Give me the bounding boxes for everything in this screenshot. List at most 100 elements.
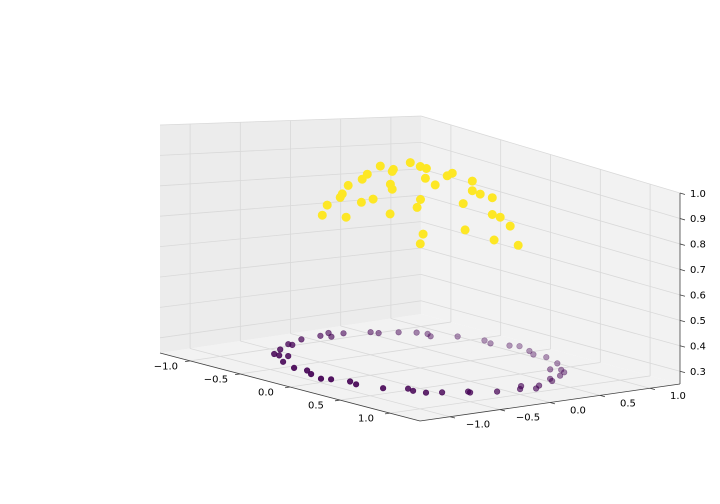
- outer-class-point: [516, 386, 524, 393]
- inner-class-point: [368, 194, 378, 204]
- inner-class-point: [489, 235, 499, 245]
- inner-class-point: [487, 193, 497, 203]
- x-tick-label: −0.5: [204, 374, 228, 385]
- gridline-z-back: [420, 168, 681, 245]
- outer-class-point: [289, 341, 296, 349]
- z-tick-label: 0.5: [690, 316, 706, 327]
- outer-class-point: [506, 342, 513, 349]
- outer-class-point: [375, 330, 382, 337]
- gridline-z-left: [159, 168, 422, 187]
- outer-class-point: [285, 353, 292, 360]
- data-points: [271, 158, 568, 396]
- outer-class-point: [317, 375, 325, 382]
- outer-class-point: [526, 347, 533, 355]
- gridlines: [159, 115, 681, 418]
- tick-labels: −1.0 −0.5 0.0 0.5 1.0 −1.0 −0.5 0.0 0.5 1.0 0.3 0.4…: [154, 189, 706, 431]
- outer-class-point: [516, 343, 523, 350]
- inner-class-point: [442, 171, 452, 181]
- inner-class-point: [487, 210, 497, 220]
- inner-class-point: [317, 210, 327, 220]
- inner-class-point: [412, 202, 422, 212]
- inner-class-point: [375, 161, 385, 171]
- gridline-z-back: [420, 247, 681, 321]
- inner-class-point: [415, 239, 425, 249]
- outer-class-point: [554, 360, 561, 367]
- z-tick-mark: [679, 269, 686, 272]
- gridline-z-left: [159, 142, 422, 156]
- inner-class-point: [387, 184, 397, 194]
- outer-class-point: [353, 381, 360, 388]
- z-tick-mark: [679, 243, 686, 246]
- inner-class-point: [356, 197, 366, 207]
- outer-class-point: [304, 367, 311, 374]
- x-tick-label: −1.0: [154, 361, 178, 372]
- z-tick-label: 1.0: [690, 189, 706, 200]
- gridline-z-back: [420, 300, 681, 372]
- gridline-y-floor: [190, 348, 451, 418]
- floor-pane: [160, 314, 680, 421]
- outer-class-point: [328, 376, 335, 383]
- outer-class-point: [317, 332, 324, 339]
- inner-class-point: [385, 209, 395, 219]
- y-tick-mark: [449, 416, 456, 419]
- outer-class-point: [280, 358, 287, 365]
- z-tick-mark: [679, 294, 686, 297]
- gridline-z-left: [159, 115, 422, 126]
- outer-class-point: [277, 346, 284, 353]
- z-tick-mark: [679, 319, 686, 323]
- y-tick-mark: [649, 387, 656, 390]
- axis-lines: [159, 192, 686, 422]
- inner-class-point: [467, 186, 477, 196]
- gridline-y-floor: [340, 325, 601, 396]
- outer-class-point: [367, 329, 374, 336]
- outer-class-point: [561, 369, 568, 376]
- z-tick-mark: [679, 345, 686, 348]
- inner-class-point: [341, 212, 351, 222]
- x-tick-mark: [334, 399, 341, 402]
- outer-class-point: [347, 378, 354, 385]
- x-tick-label: 0.0: [258, 388, 274, 399]
- z-tick-mark: [679, 192, 686, 195]
- x-tick-mark: [384, 412, 391, 415]
- x-tick-mark: [284, 386, 291, 389]
- outer-class-point: [481, 337, 488, 344]
- gridline-z-back: [420, 115, 681, 194]
- gridline-z-left: [159, 300, 422, 339]
- x-tick-mark: [184, 360, 191, 362]
- y-tick-label: 0.0: [570, 405, 586, 416]
- gridline-y-floor: [290, 333, 551, 403]
- outer-class-point: [556, 372, 564, 379]
- outer-class-point: [494, 388, 501, 395]
- inner-class-point: [322, 200, 332, 210]
- inner-class-point: [357, 174, 367, 184]
- z-tick-mark: [679, 218, 686, 221]
- y-tick-label: 0.5: [620, 398, 636, 409]
- outer-class-point: [328, 333, 335, 340]
- outer-class-point: [424, 330, 431, 338]
- outer-class-point: [276, 352, 283, 359]
- outer-class-point: [422, 389, 430, 396]
- inner-class-point: [418, 229, 428, 239]
- inner-class-point: [387, 166, 397, 176]
- y-tick-mark: [599, 394, 606, 398]
- inner-class-point: [405, 158, 415, 168]
- y-tick-label: −1.0: [466, 420, 490, 431]
- x-tick-label: 0.5: [308, 401, 324, 412]
- inner-class-point: [495, 212, 505, 222]
- outer-class-point: [454, 333, 461, 340]
- gridline-z-left: [159, 221, 422, 247]
- outer-class-point: [487, 340, 494, 347]
- inner-class-point: [430, 180, 440, 190]
- outer-class-point: [548, 377, 556, 385]
- z-tick-label: 0.4: [690, 341, 706, 352]
- gridline-z-left: [159, 274, 422, 308]
- outer-class-point: [467, 389, 474, 396]
- z-tick-mark: [679, 370, 686, 374]
- outer-class-point: [340, 330, 347, 337]
- z-tick-label: 0.9: [690, 214, 706, 225]
- inner-class-point: [458, 199, 468, 209]
- inner-class-point: [460, 225, 470, 235]
- inner-class-point: [420, 173, 430, 183]
- outer-class-point: [308, 371, 315, 378]
